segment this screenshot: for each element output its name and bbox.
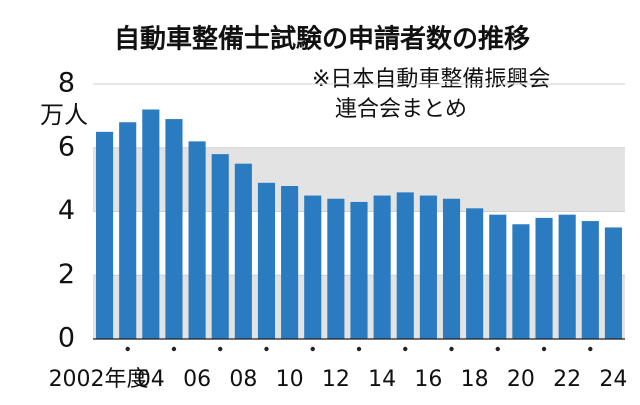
bar [188,141,206,339]
x-tick-dot [218,346,223,352]
x-tick-dot [264,346,269,352]
x-tick-dot [403,346,408,352]
x-tick-dot [541,346,547,352]
bar [535,217,553,339]
bar [165,119,183,339]
x-tick-label: 06 [183,367,211,392]
x-tick-label: 10 [276,367,304,392]
x-tick-dot [310,346,315,352]
x-tick-label: 14 [368,367,396,392]
chart-title: 自動車整備士試験の申請者数の推移 [114,24,530,55]
bar [257,182,276,339]
x-tick-dot [356,346,362,352]
x-tick-dot [588,346,593,352]
bar [489,214,507,339]
x-tick-dot [495,346,500,352]
x-tick-label: 2002年度 [49,367,149,392]
x-tick-label: 22 [553,367,581,392]
y-tick-label: 8 [58,68,75,99]
x-tick-dot [125,346,130,352]
y-tick-label: 2 [58,259,75,290]
y-tick-label: 4 [58,195,75,226]
annotation: 連合会まとめ [335,97,467,122]
y-tick-label: 0 [58,323,75,354]
bar [304,195,322,339]
x-tick-label: 16 [414,367,442,392]
bar [396,192,414,339]
y-unit: 万人 [40,101,88,129]
bar [234,163,252,339]
bar [466,208,484,339]
x-tick-dot [449,346,454,352]
bar [327,198,345,339]
x-tick-label: 18 [461,367,489,392]
x-tick-label: 04 [137,367,165,392]
bar [350,201,368,339]
bar [281,186,299,339]
x-tick-label: 12 [322,367,350,392]
bar [604,227,622,339]
x-tick-label: 24 [599,367,627,392]
x-tick-label: 20 [507,367,535,392]
y-tick-label: 6 [58,131,75,162]
annotation: ※日本自動車整備振興会 [312,67,550,92]
bar [373,195,391,339]
x-tick-dot [171,346,177,352]
bar [558,214,576,339]
bar [119,122,137,339]
x-tick-label: 08 [229,367,257,392]
bar [581,221,599,339]
bar [142,109,160,339]
bar [211,154,229,339]
bar [96,131,114,339]
bar [419,195,437,339]
bar [512,224,530,339]
bar [442,198,461,339]
